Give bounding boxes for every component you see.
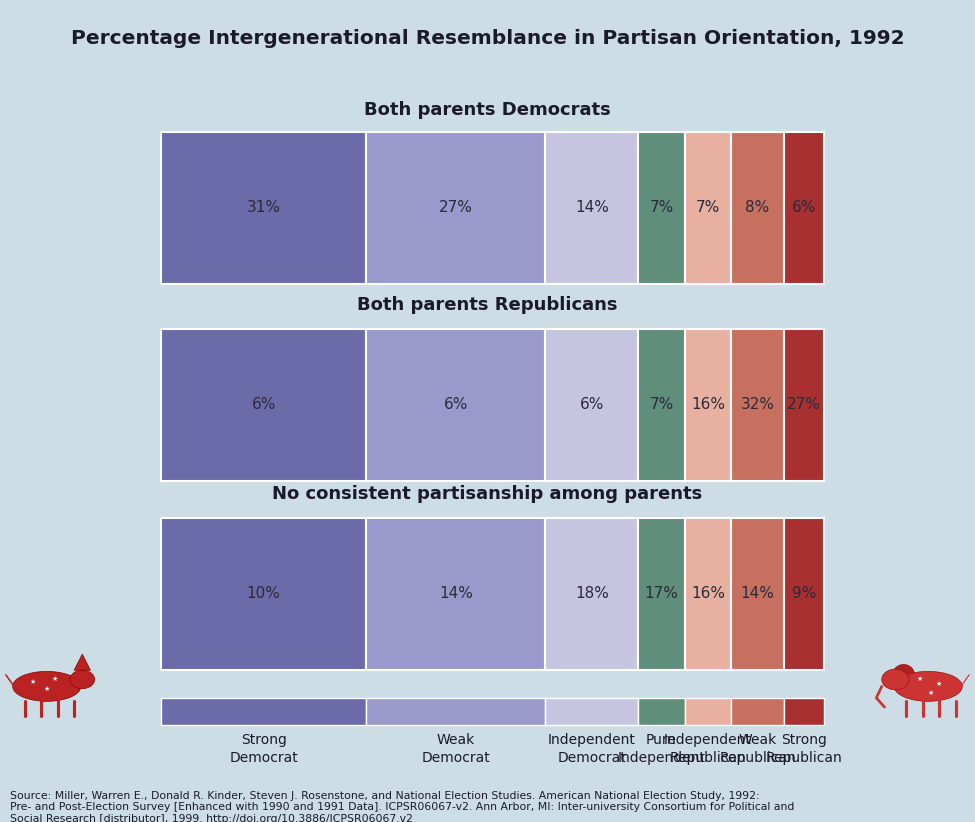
Bar: [684, 518, 731, 670]
Text: Strong
Democrat: Strong Democrat: [229, 733, 298, 764]
Bar: [161, 329, 367, 481]
Text: Strong
Republican: Strong Republican: [765, 733, 842, 764]
Text: Weak
Republican: Weak Republican: [720, 733, 796, 764]
Bar: [367, 518, 545, 670]
Bar: [639, 132, 684, 284]
Bar: [784, 518, 824, 670]
Bar: [545, 329, 639, 481]
Bar: [684, 329, 731, 481]
Ellipse shape: [894, 672, 962, 701]
Bar: [731, 132, 784, 284]
Ellipse shape: [13, 672, 81, 701]
Text: ★: ★: [44, 686, 50, 691]
Text: Independent
Democrat: Independent Democrat: [548, 733, 636, 764]
Bar: [784, 132, 824, 284]
Text: Independent
Republican: Independent Republican: [664, 733, 752, 764]
Bar: [367, 132, 545, 284]
Bar: [731, 329, 784, 481]
Text: 9%: 9%: [792, 586, 816, 602]
Ellipse shape: [881, 669, 909, 690]
Text: 14%: 14%: [741, 586, 774, 602]
Bar: [639, 329, 684, 481]
Bar: [545, 132, 639, 284]
Bar: [367, 698, 545, 725]
Text: 27%: 27%: [439, 200, 473, 215]
Bar: [731, 518, 784, 670]
Bar: [731, 698, 784, 725]
Text: 31%: 31%: [247, 200, 281, 215]
Bar: [684, 698, 731, 725]
Bar: [639, 518, 684, 670]
Bar: [784, 698, 824, 725]
Text: 18%: 18%: [575, 586, 608, 602]
Text: 7%: 7%: [649, 397, 674, 413]
Polygon shape: [74, 654, 91, 670]
Text: 6%: 6%: [444, 397, 468, 413]
Text: 7%: 7%: [696, 200, 720, 215]
Text: ★: ★: [30, 679, 36, 685]
Bar: [545, 698, 639, 725]
Bar: [639, 698, 684, 725]
Text: 16%: 16%: [691, 586, 724, 602]
Bar: [161, 698, 367, 725]
Text: ★: ★: [928, 690, 934, 696]
Text: No consistent partisanship among parents: No consistent partisanship among parents: [272, 485, 703, 503]
Text: 6%: 6%: [252, 397, 276, 413]
Bar: [161, 518, 367, 670]
Bar: [545, 518, 639, 670]
Text: 27%: 27%: [787, 397, 821, 413]
Text: 6%: 6%: [579, 397, 604, 413]
Text: 16%: 16%: [691, 397, 724, 413]
Text: 7%: 7%: [649, 200, 674, 215]
Bar: [161, 132, 367, 284]
Text: 10%: 10%: [247, 586, 281, 602]
Text: 8%: 8%: [746, 200, 769, 215]
Text: Pure
Independent: Pure Independent: [617, 733, 705, 764]
Bar: [367, 329, 545, 481]
Text: ★: ★: [916, 677, 923, 682]
Text: Source: Miller, Warren E., Donald R. Kinder, Steven J. Rosenstone, and National : Source: Miller, Warren E., Donald R. Kin…: [10, 791, 794, 822]
Text: Both parents Republicans: Both parents Republicans: [357, 296, 618, 314]
Bar: [684, 132, 731, 284]
Text: 14%: 14%: [439, 586, 473, 602]
Bar: [784, 329, 824, 481]
Text: 32%: 32%: [741, 397, 774, 413]
Ellipse shape: [893, 664, 915, 686]
Text: Both parents Democrats: Both parents Democrats: [364, 101, 611, 119]
Text: Percentage Intergenerational Resemblance in Partisan Orientation, 1992: Percentage Intergenerational Resemblance…: [70, 29, 905, 48]
Text: 14%: 14%: [575, 200, 608, 215]
Text: 17%: 17%: [644, 586, 679, 602]
Text: 6%: 6%: [792, 200, 816, 215]
Text: ★: ★: [936, 681, 942, 687]
Text: ★: ★: [52, 677, 58, 682]
Ellipse shape: [70, 670, 95, 689]
Text: Weak
Democrat: Weak Democrat: [421, 733, 490, 764]
